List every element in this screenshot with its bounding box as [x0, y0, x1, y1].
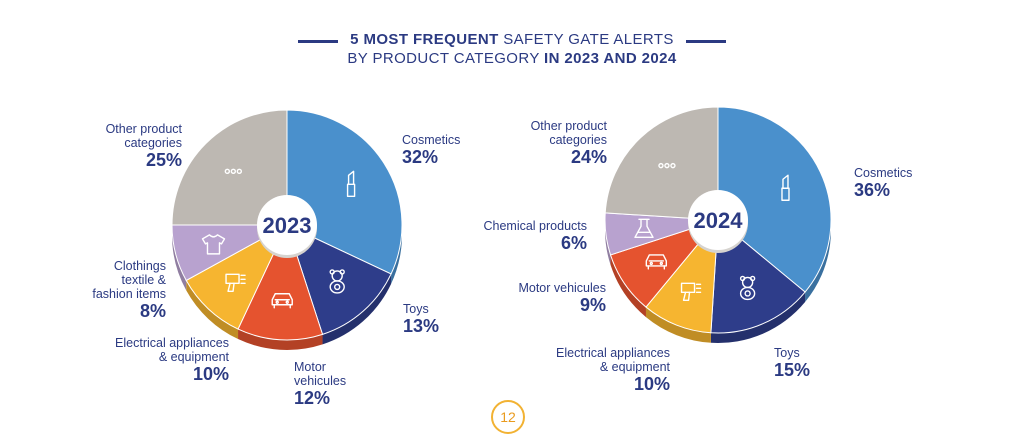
- title-regular-part: SAFETY GATE ALERTS: [498, 31, 674, 48]
- pct-2024-cosmetics: 36%: [854, 180, 891, 200]
- pct-2023-motor: 12%: [294, 388, 331, 408]
- ellipsis-icon: [224, 168, 243, 175]
- label-2023-electrical: Electrical appliances & equipment 10%: [115, 336, 229, 384]
- center-disc: [688, 190, 748, 250]
- label-2023-other: Other product categories 25%: [105, 122, 182, 170]
- slice-cosmetics: [717, 106, 832, 293]
- slice-depth-1: [322, 273, 392, 345]
- lipstick-icon: [781, 174, 790, 201]
- car-icon: [271, 293, 293, 309]
- slice-electrical-appliances-equipment: [645, 218, 719, 334]
- label-2023-cosmetics: Cosmetics 32%: [402, 133, 461, 167]
- title-bold-part: 5 MOST FREQUENT: [350, 31, 499, 48]
- slice-toys: [286, 224, 392, 336]
- slice-depth-2: [238, 329, 323, 350]
- title-line-1: 5 MOST FREQUENT SAFETY GATE ALERTS: [298, 30, 726, 49]
- pct-2024-motor: 9%: [579, 295, 606, 315]
- slice-motor-vehicules: [237, 223, 324, 341]
- pct-2023-toys: 13%: [403, 316, 440, 336]
- hair-dryer-icon: [225, 273, 246, 293]
- pct-2024-other: 24%: [570, 147, 607, 167]
- label-2023-toys: Toys 13%: [403, 302, 440, 336]
- car-icon: [645, 254, 668, 270]
- pct-2023-other: 25%: [145, 150, 182, 170]
- ellipsis-icon: [658, 162, 676, 169]
- slice-depth-3: [610, 254, 646, 318]
- pct-2024-chemical: 6%: [560, 233, 587, 253]
- pct-2024-electrical: 10%: [633, 374, 670, 394]
- label-2024-motor: Motor vehicules 9%: [518, 281, 606, 315]
- label-2024-electrical: Electrical appliances & equipment 10%: [556, 346, 670, 394]
- page-number: 12: [491, 400, 525, 434]
- pie-2024: 2024: [604, 106, 832, 343]
- label-2024-toys: Toys 15%: [774, 346, 811, 380]
- slice-depth-3: [186, 280, 239, 340]
- label-2024-chemical: Chemical products 6%: [483, 219, 587, 253]
- slice-toys: [710, 218, 806, 334]
- slice-other-product-categories: [171, 109, 288, 226]
- shirt-icon: [201, 234, 226, 255]
- label-2024-cosmetics: Cosmetics 36%: [854, 166, 913, 200]
- label-2023-motor: Motor vehicules 12%: [294, 360, 347, 408]
- pct-2024-toys: 15%: [774, 360, 811, 380]
- slice-depth-2: [645, 307, 711, 343]
- pct-2023-cosmetics: 32%: [402, 147, 439, 167]
- flask-icon: [634, 218, 654, 239]
- year-label-2024: 2024: [694, 208, 744, 233]
- slice-electrical-appliances-equipment: [185, 223, 289, 330]
- pie-2023: 2023: [171, 109, 403, 350]
- teddy-bear-icon: [739, 275, 756, 301]
- subtitle-bold-part: IN 2023 AND 2024: [544, 50, 677, 67]
- title-rule-left: [298, 40, 339, 43]
- lipstick-icon: [346, 170, 356, 198]
- label-2023-clothing: Clothings textile & fashion items 8%: [92, 259, 166, 321]
- pct-2023-electrical: 10%: [192, 364, 229, 384]
- year-label-2023: 2023: [263, 213, 312, 238]
- pct-2023-clothing: 8%: [139, 301, 166, 321]
- label-2024-other: Other product categories 24%: [530, 119, 607, 167]
- title-line-2: BY PRODUCT CATEGORY IN 2023 AND 2024: [347, 49, 676, 68]
- teddy-bear-icon: [329, 269, 345, 294]
- center-disc: [257, 195, 317, 255]
- subtitle-regular-part: BY PRODUCT CATEGORY: [347, 50, 545, 67]
- chart-title: 5 MOST FREQUENT SAFETY GATE ALERTS BY PR…: [0, 30, 1024, 68]
- slice-depth-1: [710, 292, 806, 343]
- title-rule-right: [685, 40, 726, 43]
- hair-dryer-icon: [680, 282, 702, 302]
